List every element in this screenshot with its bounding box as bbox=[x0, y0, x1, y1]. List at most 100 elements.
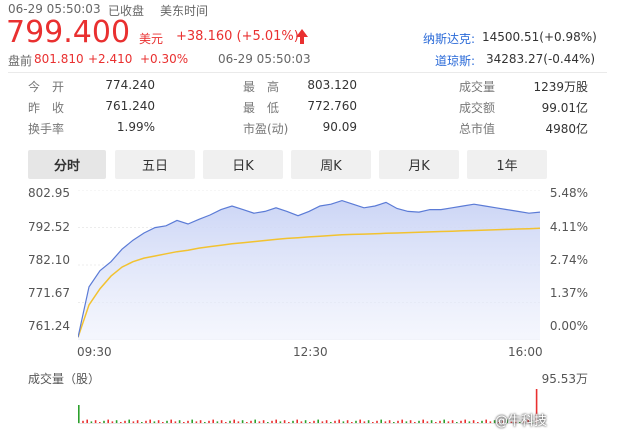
volume-max-label: 95.53万 bbox=[541, 372, 588, 386]
volume-bar bbox=[506, 419, 508, 423]
volume-bar bbox=[485, 419, 487, 423]
pct-tick-label: 5.48% bbox=[549, 186, 588, 200]
index-dow-name[interactable]: 道琼斯: bbox=[435, 54, 476, 68]
header-divider bbox=[8, 72, 607, 73]
volume-bar bbox=[393, 422, 395, 423]
volume-bar bbox=[502, 420, 504, 423]
index-dow-value: 34283.27(-0.44%) bbox=[486, 52, 596, 66]
volume-bar bbox=[527, 419, 529, 423]
current-price: 799.400 bbox=[6, 15, 131, 50]
volume-bar bbox=[321, 421, 324, 423]
volume-bar bbox=[229, 420, 231, 423]
volume-bar bbox=[149, 419, 151, 423]
intraday-price-chart[interactable] bbox=[78, 190, 540, 340]
average-price-line bbox=[78, 227, 540, 338]
volume-bar bbox=[405, 421, 408, 423]
tab-five-day[interactable]: 五日 bbox=[115, 150, 195, 179]
volume-bar bbox=[124, 420, 126, 423]
y-tick-label: 761.24 bbox=[28, 319, 70, 333]
tab-one-year[interactable]: 1年 bbox=[467, 150, 547, 179]
volume-bar bbox=[451, 420, 454, 423]
volume-bar bbox=[351, 422, 353, 423]
volume-bar bbox=[514, 420, 517, 423]
tab-monthly-k[interactable]: 月K bbox=[379, 150, 459, 179]
market-cap-value: 4980亿 bbox=[545, 122, 588, 136]
turnover-rate-label: 换手率 bbox=[28, 122, 65, 136]
volume-label: 成交量 bbox=[459, 80, 496, 94]
volume-bar bbox=[141, 422, 143, 423]
volume-bar bbox=[178, 420, 181, 423]
low-label: 最 低 bbox=[243, 101, 280, 115]
volume-bar bbox=[279, 421, 282, 423]
volume-bar bbox=[191, 419, 193, 423]
timestamp: 06-29 05:50:03 bbox=[8, 2, 101, 16]
tab-weekly-k[interactable]: 周K bbox=[291, 150, 371, 179]
volume-bar bbox=[498, 422, 500, 423]
x-tick-label: 12:30 bbox=[293, 345, 328, 359]
volume-bar bbox=[187, 420, 189, 423]
volume-bar bbox=[456, 422, 458, 423]
price-line bbox=[78, 199, 540, 338]
volume-bar bbox=[325, 420, 328, 423]
volume-bar bbox=[519, 422, 521, 423]
pct-tick-label: 2.74% bbox=[549, 253, 588, 267]
volume-bar bbox=[313, 420, 315, 423]
volume-bar bbox=[464, 419, 466, 423]
volume-bar bbox=[199, 420, 202, 423]
volume-bar bbox=[363, 421, 366, 423]
volume-bar bbox=[397, 420, 399, 423]
volume-bar bbox=[166, 420, 168, 423]
volume-bar bbox=[388, 420, 391, 423]
volume-chart bbox=[78, 389, 540, 424]
high-value: 803.120 bbox=[307, 78, 357, 92]
pct-tick-label: 0.00% bbox=[549, 319, 588, 333]
volume-bar bbox=[409, 420, 412, 423]
volume-bar bbox=[300, 421, 303, 423]
volume-bar bbox=[367, 420, 370, 423]
volume-bar bbox=[359, 419, 361, 423]
currency-label: 美元 bbox=[139, 32, 164, 46]
volume-bar bbox=[254, 419, 256, 423]
volume-bar bbox=[435, 422, 437, 423]
volume-bar bbox=[481, 420, 483, 423]
volume-bar bbox=[99, 422, 101, 423]
volume-bar bbox=[531, 421, 534, 423]
volume-bar bbox=[334, 420, 336, 423]
prev-close-value: 761.240 bbox=[105, 99, 155, 113]
volume-bar bbox=[241, 420, 244, 423]
x-tick-label: 09:30 bbox=[77, 345, 112, 359]
y-tick-label: 802.95 bbox=[28, 186, 70, 200]
tab-intraday[interactable]: 分时 bbox=[28, 150, 106, 179]
volume-bar bbox=[477, 422, 479, 423]
volume-bar bbox=[430, 420, 433, 423]
volume-bar bbox=[447, 421, 450, 423]
premarket-change: +2.410 bbox=[88, 52, 133, 66]
volume-bar bbox=[237, 421, 240, 423]
volume-bar bbox=[183, 422, 185, 423]
volume-bar bbox=[439, 420, 441, 423]
open-label: 今 开 bbox=[28, 80, 65, 94]
volume-bar bbox=[212, 419, 214, 423]
index-nasdaq-name[interactable]: 纳斯达克: bbox=[423, 32, 476, 46]
turnover-rate-value: 1.99% bbox=[116, 120, 155, 134]
volume-bar bbox=[288, 422, 290, 423]
volume-bar bbox=[216, 421, 219, 423]
volume-bar bbox=[111, 421, 114, 423]
tab-daily-k[interactable]: 日K bbox=[203, 150, 283, 179]
price-change: +38.160 (+5.01%) bbox=[176, 29, 299, 44]
volume-bar bbox=[90, 421, 93, 423]
volume-bar bbox=[292, 420, 294, 423]
premarket-label: 盘前 bbox=[8, 54, 33, 68]
volume-bar bbox=[330, 422, 332, 423]
volume-bar bbox=[523, 420, 525, 423]
volume-bar bbox=[372, 422, 374, 423]
volume-bar bbox=[460, 420, 462, 423]
y-tick-label: 782.10 bbox=[28, 253, 70, 267]
volume-bar bbox=[128, 419, 130, 423]
volume-bar bbox=[472, 420, 475, 423]
pct-tick-label: 4.11% bbox=[549, 220, 588, 234]
watermark: @牛科技 bbox=[495, 414, 548, 429]
volume-bar bbox=[493, 420, 496, 423]
pct-tick-label: 1.37% bbox=[549, 286, 588, 300]
volume-bar bbox=[86, 419, 88, 423]
